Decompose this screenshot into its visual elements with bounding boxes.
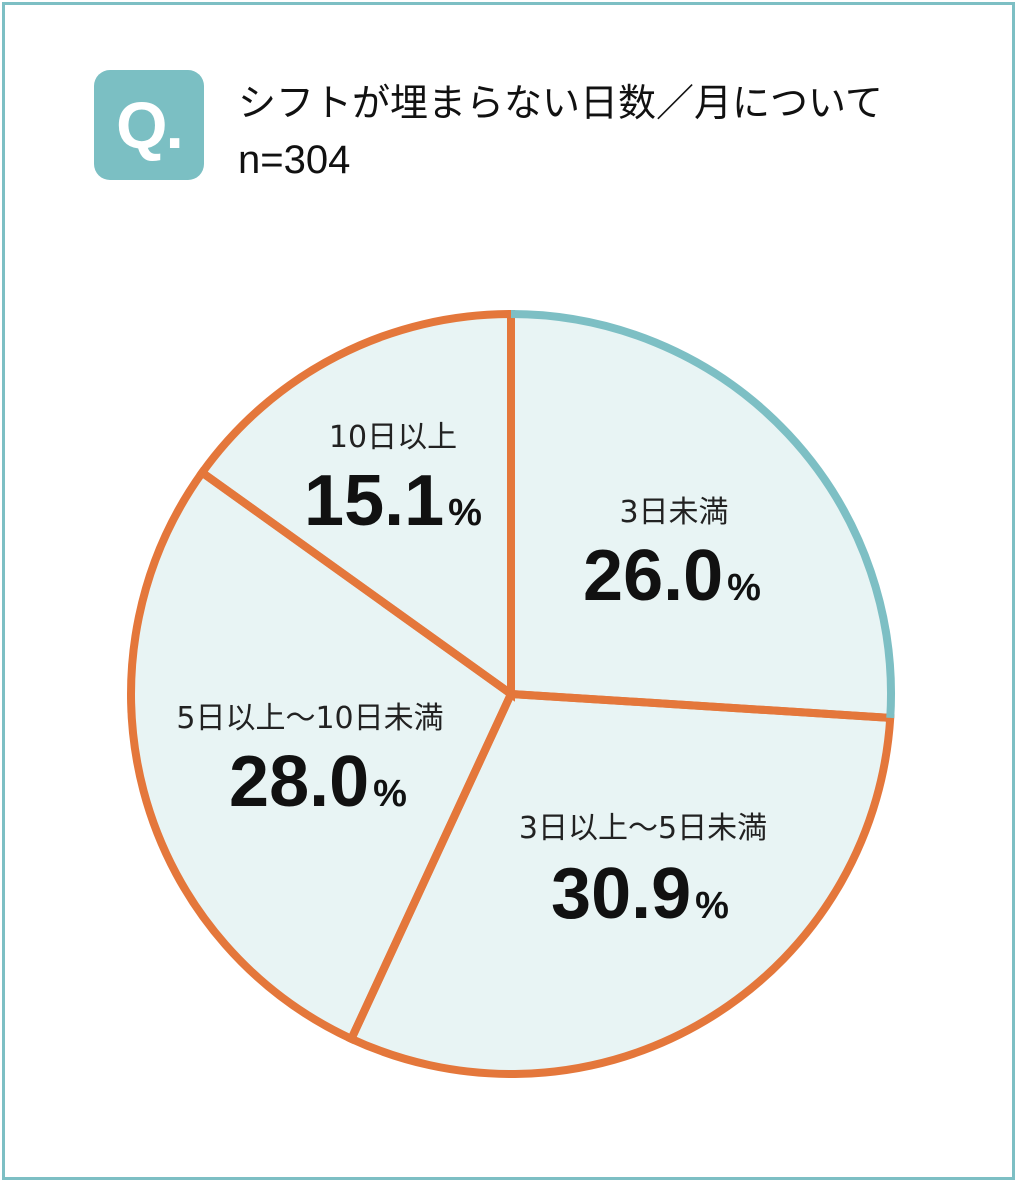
sample-size: n=304 (238, 138, 351, 182)
slice-category-label: 10日以上 (329, 420, 457, 455)
slice-category-label: 3日以上～5日未満 (519, 811, 767, 846)
slice-highlight-outline (127, 466, 517, 1045)
slice-category-label: 3日未満 (619, 495, 728, 530)
percent-sign: % (448, 492, 482, 534)
percent-sign: % (727, 567, 761, 609)
slice-highlight-outline (346, 689, 895, 1078)
pie-slice (351, 694, 891, 1074)
slice-edge-highlight (507, 314, 891, 722)
slice-category-label: 5日以上～10日未満 (176, 701, 443, 736)
percent-sign: % (695, 885, 729, 927)
pie-slice (511, 314, 891, 718)
chart-title: シフトが埋まらない日数／月について (238, 81, 883, 125)
pie-slice (202, 314, 511, 694)
question-badge: Q. (94, 70, 204, 180)
slice-arc-teal (510, 310, 895, 719)
percent-sign: % (373, 773, 407, 815)
slice-highlight-outline (196, 309, 515, 702)
